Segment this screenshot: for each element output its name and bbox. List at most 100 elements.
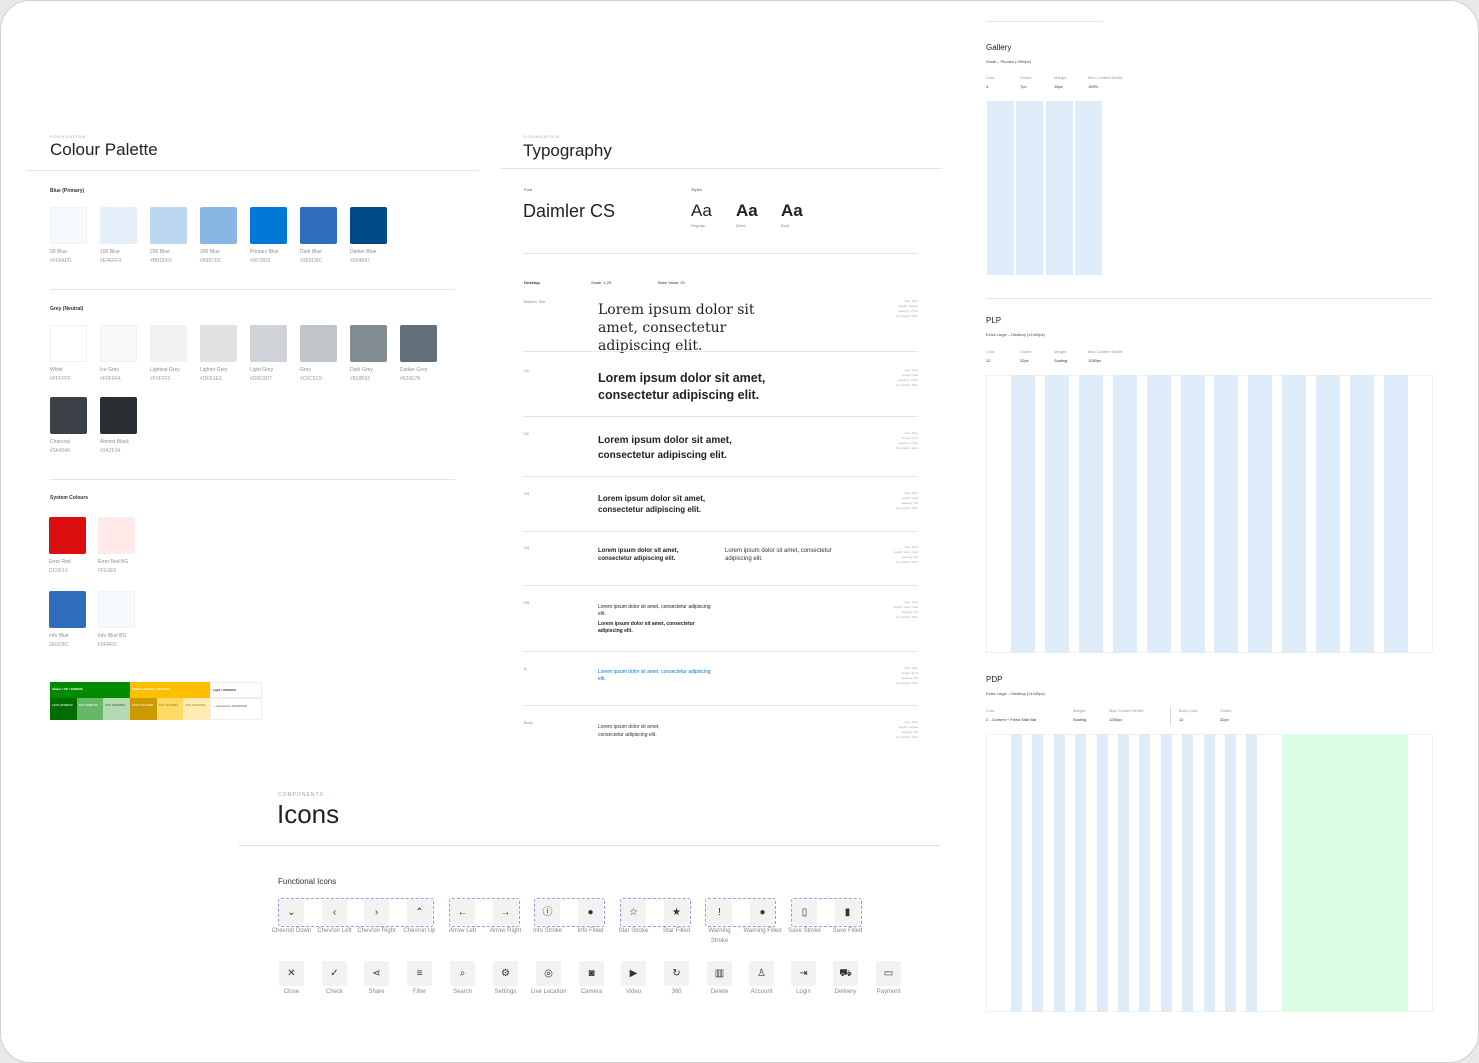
divider	[523, 651, 918, 652]
swatch: Dark Blue #2E6CBC	[300, 207, 348, 265]
type-meta-line: size: 25px	[904, 431, 918, 435]
icon-tile[interactable]: ▭	[876, 961, 901, 986]
divider	[523, 253, 918, 254]
icon-tile[interactable]: ▥	[707, 961, 732, 986]
swatch: Info Blue BG F6FAFD	[98, 591, 146, 649]
swatch: Error Red DC0F10	[49, 517, 97, 575]
icon-tile[interactable]: ↻	[664, 961, 689, 986]
type-row-sample: Lorem ipsum dolor sit amet, consectetur …	[598, 494, 706, 514]
icon-tile[interactable]: ⌃	[407, 900, 432, 925]
grid-spec-label: Body Cols:	[1179, 708, 1199, 713]
settings-icon: ⚙	[501, 967, 510, 979]
swatch-name: Almost Black	[100, 439, 129, 445]
icon-tile[interactable]: ✓	[322, 961, 347, 986]
grid-spec-label: Max Content Width:	[1088, 75, 1124, 80]
icon-label: Chevron Up	[403, 928, 436, 934]
icon-tile[interactable]: ◙	[579, 961, 604, 986]
type-meta-line: weight: bold	[901, 373, 918, 377]
icon-tile[interactable]: ◎	[536, 961, 561, 986]
grid-spec-label: Margin:	[1073, 708, 1087, 713]
divider	[523, 705, 918, 706]
swatch: Darker Blue #004B87	[350, 207, 398, 265]
swatch-name: White	[50, 367, 63, 373]
divider	[500, 168, 942, 169]
grid-column	[1078, 375, 1103, 653]
typography-eyebrow: FOUNDATION	[524, 134, 561, 139]
icon-tile[interactable]: →	[493, 900, 518, 925]
swatch: Light Grey #D0D3D7	[250, 325, 298, 383]
icon-tile[interactable]: ⓘ	[535, 900, 560, 925]
grid-spec-value: 7px	[1020, 84, 1027, 89]
grid-spec-label: Cols:	[986, 349, 996, 354]
swatch: Almost Black #2A2F34	[100, 397, 148, 455]
type-meta-line: spacing: -0.5%	[898, 441, 918, 445]
swatch-name: Error Red BG	[98, 559, 129, 565]
type-meta-line: line-height: 50px	[895, 314, 918, 318]
delete-icon: ▥	[714, 967, 725, 979]
pdp-spec-divider	[1170, 706, 1171, 726]
swatch: Dark Grey #818B92	[350, 325, 398, 383]
icon-tile[interactable]: ♙	[749, 961, 774, 986]
icon-tile[interactable]: ‹	[322, 900, 347, 925]
icon-tile[interactable]: ←	[450, 900, 475, 925]
swatch-hex: #F9F9FA	[100, 376, 121, 382]
chevron-down-icon: ⌄	[287, 906, 296, 918]
grid-column	[1053, 734, 1065, 1012]
divider	[26, 170, 479, 171]
swatch-hex: #FFFFFF	[50, 376, 72, 382]
gallery-subtitle: Small – Phones (<599px)	[986, 59, 1032, 64]
icon-tile[interactable]: ●	[750, 900, 775, 925]
type-meta-line: line-height: 32px	[895, 446, 918, 450]
grid-column	[1139, 734, 1151, 1012]
delivery-icon: ⛟	[839, 967, 852, 979]
icon-label: Star Stroke	[618, 928, 649, 934]
icon-tile[interactable]: ⌄	[279, 900, 304, 925]
icon-tile[interactable]: ⚙	[493, 961, 518, 986]
grid-spec-label: Gutter:	[1020, 75, 1033, 80]
status-caution-header: Status / Caution / #FFBF00	[130, 682, 210, 698]
icon-tile[interactable]: ✕	[279, 961, 304, 986]
type-row-meta: size: 13px weight: demi, bold spacing: 0% l…	[861, 600, 918, 620]
type-meta-line: weight: demi, bold	[893, 550, 918, 554]
swatch: Darker Grey #626E78	[400, 325, 448, 383]
swatch-name: Ice Grey	[100, 367, 119, 373]
grid-spec-value: Scaling	[1054, 358, 1068, 363]
swatch-color	[98, 517, 135, 554]
scale-label: Scale: 1.25	[591, 280, 612, 285]
icon-tile[interactable]: ⌕	[450, 961, 475, 986]
pdp-sidebar-column	[1282, 734, 1408, 1012]
style-sample: Aa	[736, 201, 758, 220]
icon-tile[interactable]: ☆	[621, 900, 646, 925]
icon-tile[interactable]: ▶	[621, 961, 646, 986]
icon-label: Save Filled	[832, 928, 863, 934]
swatch-hex: #F0F2F3	[150, 376, 171, 382]
icon-tile[interactable]: ⋖	[364, 961, 389, 986]
icon-tile[interactable]: ▮	[835, 900, 860, 925]
icon-label: Account	[750, 989, 773, 995]
swatch-color	[49, 591, 86, 628]
swatch-name: Info Blue BG	[98, 633, 127, 639]
font-label: Font	[524, 187, 533, 192]
swatch: 100 Blue #E4EFF9	[100, 207, 148, 265]
swatch-hex: #818B92	[350, 376, 371, 382]
icon-tile[interactable]: ●	[578, 900, 603, 925]
swatch-color	[50, 325, 87, 362]
icon-tile[interactable]: ▯	[792, 900, 817, 925]
swatch: Lighter Grey #DFE1E3	[200, 325, 248, 383]
warning-filled-icon: ●	[759, 906, 766, 918]
swatch-color	[250, 325, 287, 362]
grid-column	[1074, 101, 1102, 275]
icon-tile[interactable]: ⇥	[791, 961, 816, 986]
icon-tile[interactable]: ⛟	[833, 961, 858, 986]
grid-column	[1282, 375, 1307, 653]
icon-tile[interactable]: ★	[664, 900, 689, 925]
icon-label: Save Stroke	[788, 928, 821, 934]
swatch-color	[300, 207, 337, 244]
grid-column	[1160, 734, 1172, 1012]
icon-tile[interactable]: ›	[364, 900, 389, 925]
icon-tile[interactable]: !	[707, 900, 732, 925]
swatch-name: Grey	[300, 367, 311, 373]
icon-tile[interactable]: ≡	[407, 961, 432, 986]
swatch-color	[50, 207, 87, 244]
